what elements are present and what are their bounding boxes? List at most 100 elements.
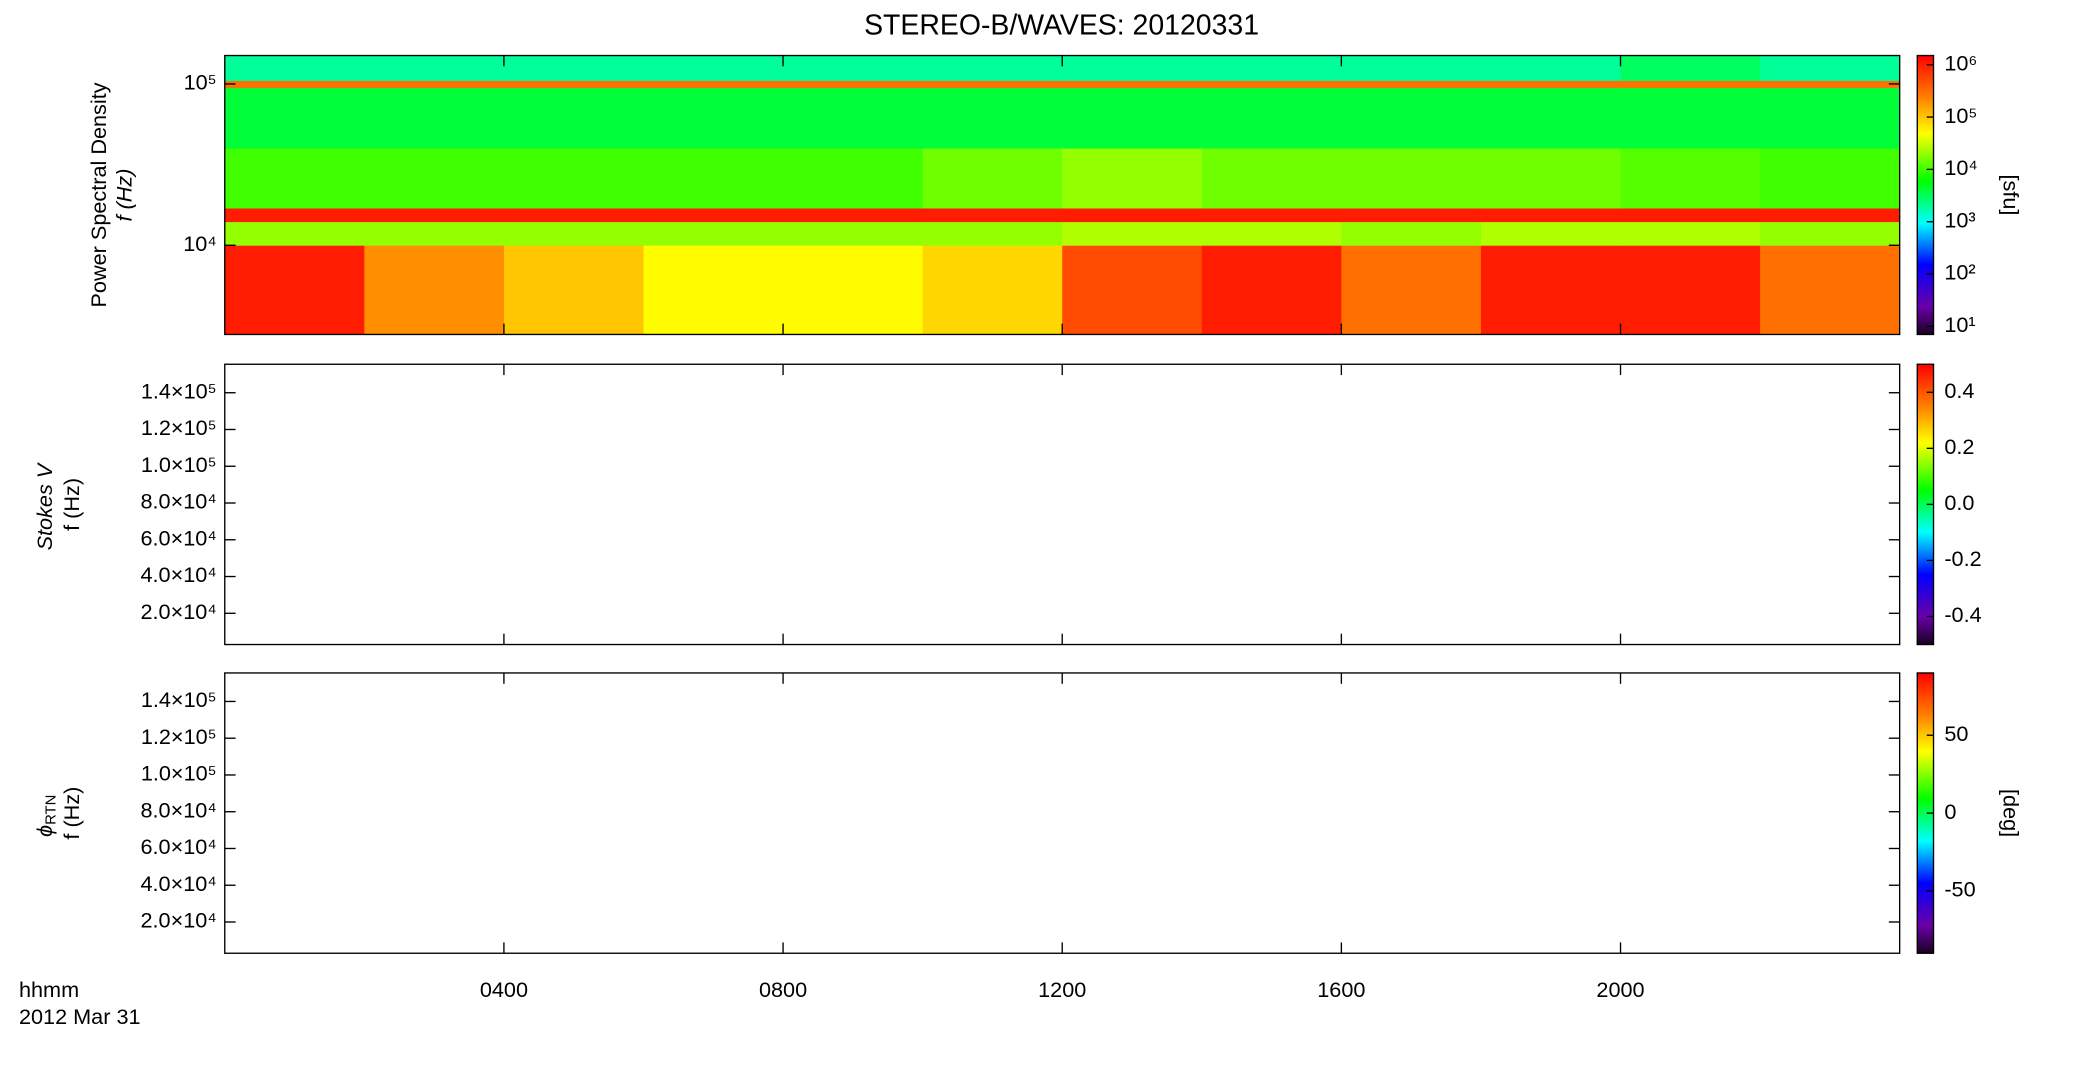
y-tick-label: 1.2×10⁵ (141, 724, 217, 749)
colorbar-tick-label: 0.4 (1944, 378, 1974, 403)
spectrogram-cell (1480, 80, 1621, 88)
x-tick-label: 0400 (480, 977, 528, 1002)
y-axis-label-sub: RTN (43, 795, 59, 825)
y-tick-label: 1.2×10⁵ (141, 415, 217, 440)
spectrogram-cell (364, 148, 505, 209)
x-tick-label: 2000 (1596, 977, 1644, 1002)
y-tick-label: 2.0×10⁴ (140, 908, 216, 933)
spectrogram-cell (1341, 208, 1482, 223)
y-axis-label-main: ϕ (32, 825, 57, 837)
spectrogram-cell (1480, 208, 1621, 223)
plot-frame (224, 672, 1901, 954)
spectrogram-cell (643, 148, 784, 209)
spectrogram-cell (1760, 245, 1901, 335)
y-axis-label: Power Spectral Density (86, 82, 111, 307)
colorbar-tick-label: 10⁵ (1944, 103, 1977, 128)
spectrogram-cell (1760, 55, 1901, 81)
y-tick-label: 10⁴ (183, 231, 216, 256)
x-tick-label: 1200 (1038, 977, 1086, 1002)
spectrogram-cell (1480, 55, 1621, 81)
spectrogram-cell (1062, 245, 1203, 335)
spectrogram-cell (1760, 148, 1901, 209)
spectrogram-cell (783, 148, 924, 209)
y-axis-label-main: Stokes V (32, 461, 57, 550)
spectrogram-cell (503, 55, 644, 81)
spectrogram-cell (503, 148, 644, 209)
spectrogram-cell (783, 245, 924, 335)
spectrogram-cell (643, 80, 784, 88)
spectrogram-cell (783, 221, 924, 246)
date-label: 2012 Mar 31 (19, 1004, 141, 1029)
spectrogram-cell (1062, 208, 1203, 223)
spectrogram-cell (224, 245, 365, 335)
spectrogram-cell (1201, 148, 1342, 209)
spectrogram-cell (1620, 208, 1761, 223)
spectrogram-cell (643, 221, 784, 246)
y-tick-label: 8.0×10⁴ (140, 489, 216, 514)
spectrogram-cell (1201, 208, 1342, 223)
plot-frame (224, 363, 1901, 646)
y-tick-label: 1.0×10⁵ (141, 452, 217, 477)
spectrogram-cell (1760, 87, 1901, 149)
y-axis-label: f (Hz) (59, 478, 84, 531)
spectrogram-cell (1620, 245, 1761, 335)
spectrogram-cell (1062, 80, 1203, 88)
spectrogram-cell (643, 245, 784, 335)
spectrogram-cell (503, 208, 644, 223)
colorbar-label: [deg] (1999, 789, 2024, 837)
y-tick-label: 2.0×10⁴ (140, 599, 216, 624)
spectrogram-cell (1620, 55, 1761, 81)
y-tick-label: 1.0×10⁵ (141, 761, 217, 786)
y-axis-label: ϕRTN (32, 795, 60, 837)
spectrogram-cell (364, 80, 505, 88)
spectrogram-cell (1341, 55, 1482, 81)
colorbar-tick-label: -50 (1944, 877, 1975, 902)
spectrogram-cell (224, 87, 365, 149)
spectrogram-cell (1620, 148, 1761, 209)
spectrogram-cell (1062, 87, 1203, 149)
spectrogram-cell (1062, 55, 1203, 81)
spectrogram-cell (922, 245, 1063, 335)
spectrogram-cell (1760, 221, 1901, 246)
spectrogram-cell (1620, 80, 1761, 88)
colorbar-tick-label: 10³ (1944, 207, 1975, 232)
colorbar-tick-label: -0.4 (1944, 602, 1981, 627)
spectrogram-cell (1201, 221, 1342, 246)
chart-title: STEREO-B/WAVES: 20120331 (864, 10, 1259, 42)
spectrogram-cell (783, 55, 924, 81)
spectrogram-cell (922, 80, 1063, 88)
spectrogram-cell (1480, 87, 1621, 149)
spectrogram-cell (1620, 221, 1761, 246)
spectrogram-cell (364, 245, 505, 335)
spectrogram-cell (922, 55, 1063, 81)
spectrogram-cell (503, 221, 644, 246)
spectrogram-cell (224, 221, 365, 246)
colorbar-tick-label: 10² (1944, 260, 1975, 285)
spectrogram-cell (503, 80, 644, 88)
spectrogram-cell (224, 80, 365, 88)
spectrogram-cell (364, 208, 505, 223)
spectrogram-cell (1480, 245, 1621, 335)
colorbar-label: [sfu] (1999, 175, 2024, 216)
spectrogram-cell (1062, 221, 1203, 246)
spectrogram-cell (1201, 87, 1342, 149)
colorbar-tick-label: 10⁴ (1944, 155, 1977, 180)
x-tick-label: 0800 (759, 977, 807, 1002)
spectrogram-cell (1341, 87, 1482, 149)
y-tick-label: 6.0×10⁴ (140, 525, 216, 550)
spectrogram-cell (922, 148, 1063, 209)
colorbar-tick-label: 10¹ (1944, 312, 1975, 337)
spectrogram-cell (224, 208, 365, 223)
spectrogram-cell (1201, 80, 1342, 88)
spectrogram-cell (1341, 221, 1482, 246)
spectrogram-cell (1341, 148, 1482, 209)
spectrogram-cell (1480, 148, 1621, 209)
spectrogram-cell (783, 87, 924, 149)
y-tick-label: 10⁵ (184, 70, 217, 95)
x-tick-label: 1600 (1317, 977, 1365, 1002)
spectrogram-cell (1201, 245, 1342, 335)
spectrogram-cell (224, 148, 365, 209)
colorbar-tick-label: 50 (1944, 721, 1968, 746)
y-axis-label: f (Hz) (59, 787, 84, 840)
